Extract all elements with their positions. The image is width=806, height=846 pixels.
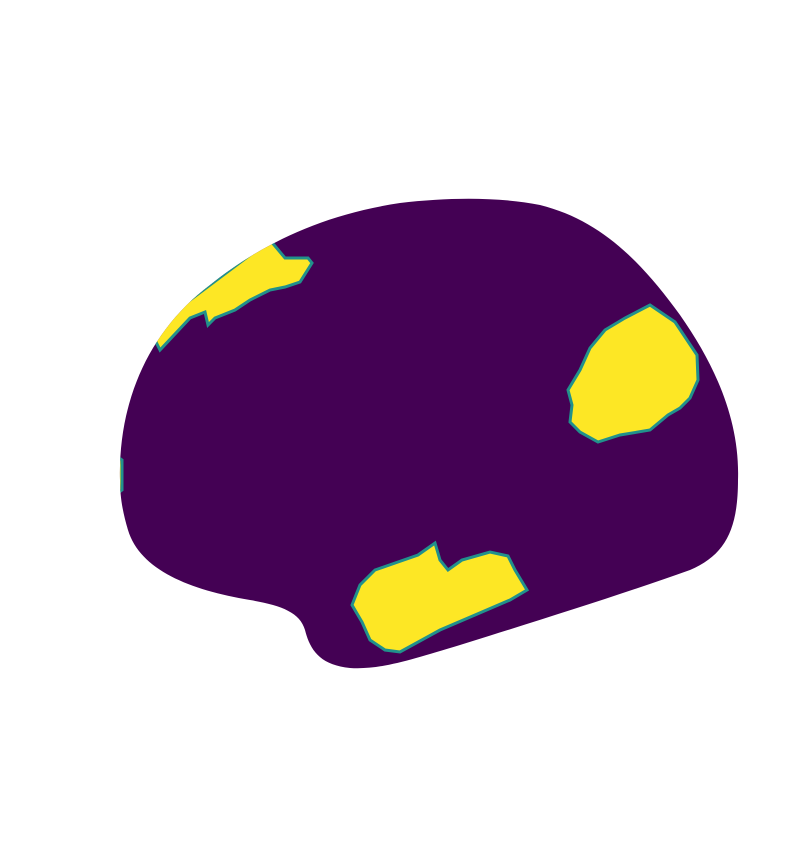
region-parietal [566, 303, 700, 444]
region-temporal [350, 540, 530, 654]
region-edge [119, 452, 124, 498]
brain-outline [119, 198, 739, 669]
region-frontal [148, 237, 314, 353]
brain-surface [119, 198, 739, 669]
